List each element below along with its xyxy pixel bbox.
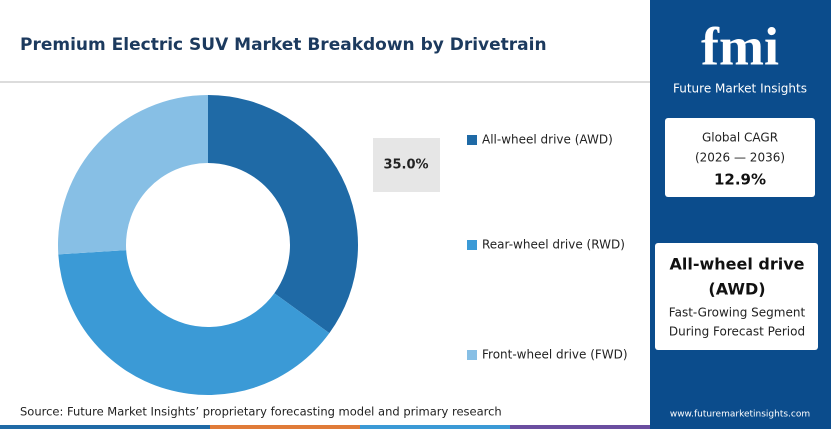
sidebar <box>650 0 831 429</box>
legend-swatch <box>467 350 477 360</box>
legend-swatch <box>467 240 477 250</box>
value-label: 35.0% <box>383 158 428 173</box>
cagr-label: Global CAGR <box>702 131 778 145</box>
segment-title: (AWD) <box>708 280 765 299</box>
segment-box <box>655 243 818 350</box>
segment-caption: During Forecast Period <box>669 325 805 339</box>
brand: Future Market Insights <box>673 82 807 96</box>
segment-caption: Fast-Growing Segment <box>669 306 806 320</box>
cagr-box <box>665 118 815 197</box>
legend-swatch <box>467 135 477 145</box>
cagr-period: (2026 — 2036) <box>695 151 785 165</box>
segment-title: All-wheel drive <box>669 255 804 274</box>
chart-title: Premium Electric SUV Market Breakdown by… <box>20 35 547 55</box>
donut-segment <box>208 95 359 334</box>
value-label-box <box>373 138 440 192</box>
logo: fmi <box>701 16 779 76</box>
legend-label: Front-wheel drive (FWD) <box>482 348 628 362</box>
donut-segment <box>57 95 208 255</box>
website: www.futuremarketinsights.com <box>670 410 810 420</box>
bottom-strip <box>0 425 650 429</box>
cagr-value: 12.9% <box>714 171 766 189</box>
donut-segment <box>58 250 330 396</box>
source: Source: Future Market Insights’ propriet… <box>20 405 502 419</box>
legend-label: All-wheel drive (AWD) <box>482 133 613 147</box>
legend-label: Rear-wheel drive (RWD) <box>482 238 625 252</box>
